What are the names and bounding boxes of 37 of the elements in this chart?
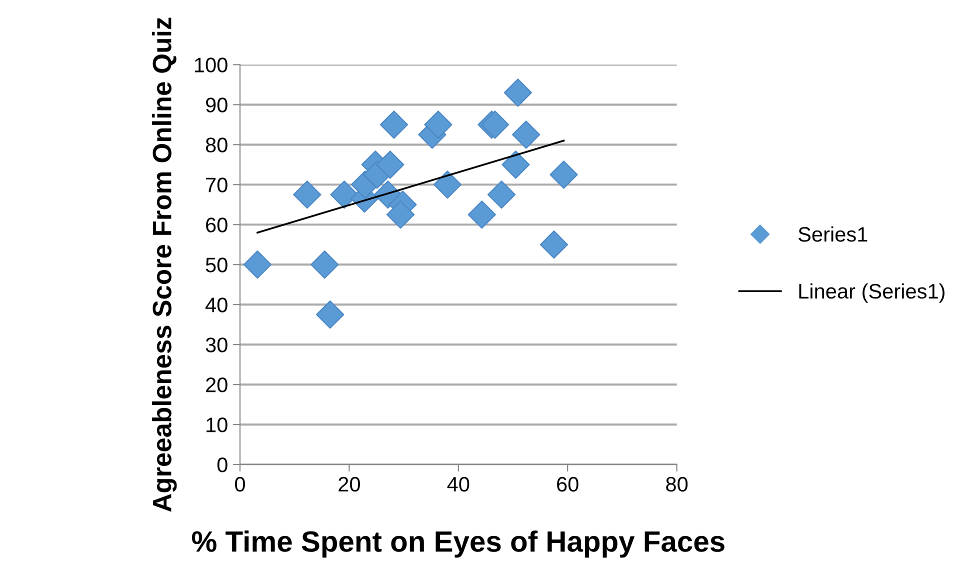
- point: [487, 180, 516, 209]
- y-tick-label: 80: [206, 138, 228, 152]
- point: [376, 150, 404, 179]
- y-tick-label: 50: [206, 258, 228, 272]
- x-tick-label: 0: [235, 476, 245, 492]
- y-tick-label: 100: [195, 58, 228, 72]
- point: [316, 300, 344, 329]
- point: [540, 230, 568, 259]
- y-tick-label: 20: [206, 378, 228, 392]
- point: [433, 170, 462, 199]
- point: [512, 120, 540, 149]
- x-tick-label: 20: [338, 476, 360, 492]
- y-tick-label: 60: [206, 218, 228, 232]
- point: [243, 250, 272, 279]
- y-tick-label: 90: [206, 98, 228, 112]
- point: [424, 110, 452, 139]
- y-tick-label: 70: [206, 178, 228, 192]
- y-axis-title: Agreeableness Score From Online Quiz: [152, 18, 177, 512]
- y-tick-label: 0: [217, 458, 228, 472]
- point: [504, 78, 532, 107]
- x-tick-label: 80: [666, 476, 688, 492]
- point: [468, 200, 496, 229]
- point: [380, 110, 408, 139]
- x-tick-label: 60: [557, 476, 578, 492]
- legend-label: Linear (Series1): [799, 283, 944, 303]
- point: [293, 180, 322, 209]
- point: [550, 160, 578, 189]
- y-tick-label: 10: [206, 418, 228, 432]
- y-tick-label: 30: [206, 338, 228, 352]
- y-tick-label: 40: [206, 298, 228, 312]
- x-axis-title: % Time Spent on Eyes of Happy Faces: [192, 530, 724, 558]
- legend-label: Series1: [798, 226, 868, 242]
- point: [386, 200, 415, 229]
- point: [330, 180, 358, 209]
- point: [310, 250, 339, 279]
- x-tick-label: 40: [447, 476, 470, 492]
- point: [502, 150, 530, 179]
